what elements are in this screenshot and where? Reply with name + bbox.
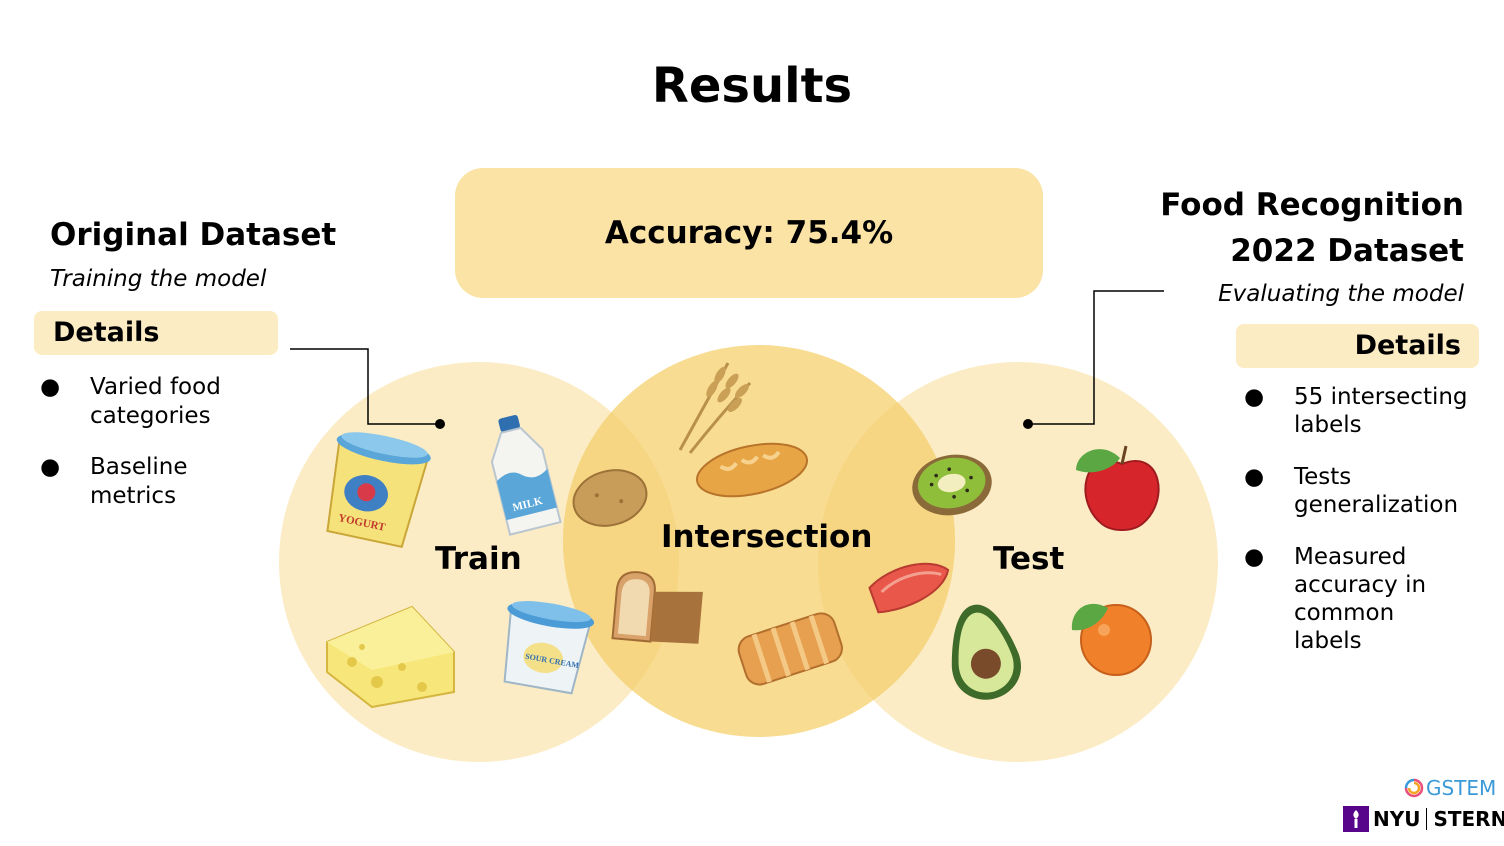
kiwi-icon (912, 454, 992, 516)
original-dataset-subtitle: Training the model (50, 266, 267, 292)
left-details-pill: Details (34, 311, 278, 355)
left-details-list: ● Varied food categories ● Baseline metrics (40, 373, 280, 533)
avocado-icon (951, 604, 1021, 700)
list-item: ● Baseline metrics (40, 454, 188, 509)
page-title: Results (651, 58, 853, 114)
list-item: ● Measured accuracy in common labels (1244, 544, 1427, 654)
cheese-icon (326, 605, 455, 709)
train-label: Train (435, 541, 522, 577)
potato-icon (572, 469, 648, 527)
accuracy-text: Accuracy: 75.4% (604, 215, 894, 251)
food-recognition-heading: Food Recognition 2022 Dataset (1160, 187, 1464, 269)
sour-cream-icon: SOUR CREAM (503, 601, 595, 695)
gstem-swirl-icon (1404, 778, 1424, 798)
stern-text: STERN (1433, 807, 1504, 831)
bullet-dot-icon: ● (1244, 464, 1265, 490)
right-details-pill: Details (1236, 324, 1479, 368)
apple-icon (1076, 445, 1160, 531)
gstem-text: GSTEM (1426, 776, 1497, 800)
food-recognition-subtitle: Evaluating the model (1218, 281, 1464, 307)
bread-loaf-icon (695, 442, 809, 498)
right-connector-dot (1023, 419, 1033, 429)
list-item: ● Varied food categories (40, 374, 221, 429)
logo-divider (1426, 808, 1428, 830)
yogurt-icon: YOGURT (326, 432, 431, 548)
test-label: Test (993, 541, 1065, 577)
nyu-torch-icon (1343, 806, 1369, 832)
right-details-label: Details (1354, 330, 1461, 361)
bullet-dot-icon: ● (40, 374, 61, 400)
left-details-label: Details (53, 317, 160, 348)
bread-slice-icon (611, 571, 703, 644)
bullet-dot-icon: ● (1244, 384, 1265, 410)
milk-bottle-icon: MILK (490, 414, 562, 536)
original-dataset-heading: Original Dataset (50, 217, 337, 253)
nyu-stern-logo: NYU STERN (1343, 806, 1504, 832)
salmon-icon (868, 562, 950, 614)
right-connector-line (1028, 290, 1164, 425)
gstem-logo: GSTEM (1404, 776, 1496, 800)
list-item: ● Tests generalization (1244, 464, 1459, 518)
wheat-icon (678, 362, 752, 454)
bullet-dot-icon: ● (1244, 544, 1265, 570)
right-details-list: ● 55 intersecting labels ● Tests generalizat… (1244, 383, 1494, 677)
nyu-text: NYU (1373, 807, 1421, 831)
bullet-dot-icon: ● (40, 454, 61, 480)
orange-icon (1071, 603, 1152, 676)
left-connector-dot (435, 419, 445, 429)
pastry-icon (737, 612, 843, 686)
intersection-label: Intersection (661, 519, 873, 555)
accuracy-box: Accuracy: 75.4% (455, 168, 1043, 298)
left-connector-line (290, 348, 440, 425)
list-item: ● 55 intersecting labels (1244, 384, 1468, 438)
